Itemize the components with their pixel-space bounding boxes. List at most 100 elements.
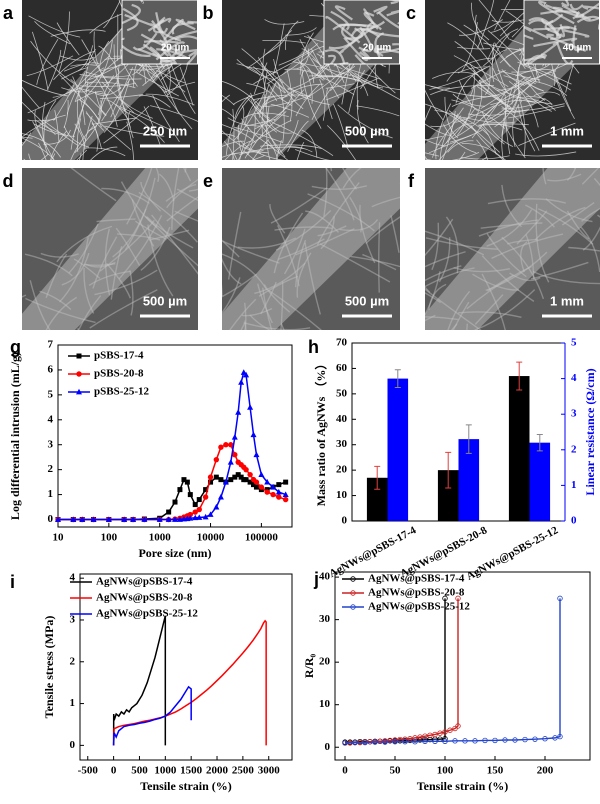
texture-stroke xyxy=(542,168,547,185)
texture-stroke xyxy=(38,142,47,160)
texture-stroke xyxy=(43,129,71,145)
x-tick-label: 2500 xyxy=(232,765,255,777)
marker xyxy=(350,590,356,596)
bar xyxy=(366,477,388,521)
texture-stroke xyxy=(568,246,600,252)
texture-stroke xyxy=(323,168,328,217)
texture-stroke xyxy=(54,109,60,144)
y2-tick-label: 1 xyxy=(571,479,577,491)
texture-stroke xyxy=(485,251,548,292)
texture-stroke xyxy=(160,86,193,130)
texture-stroke xyxy=(535,203,550,283)
texture-stroke xyxy=(366,21,400,38)
texture-stroke xyxy=(100,123,132,151)
texture-stroke xyxy=(82,115,93,160)
marker xyxy=(557,595,563,602)
marker xyxy=(213,474,219,480)
texture-stroke xyxy=(35,120,67,136)
texture-stroke xyxy=(0,336,1,370)
texture-stroke xyxy=(122,44,151,58)
texture-stroke xyxy=(83,267,95,314)
texture-stroke xyxy=(243,112,289,119)
texture-stroke xyxy=(264,19,305,25)
bar xyxy=(508,376,530,521)
texture-stroke xyxy=(99,219,155,272)
marker xyxy=(172,499,178,505)
legend-label: AgNWs@pSBS-20-8 xyxy=(96,592,193,604)
marker xyxy=(542,736,548,742)
texture-stroke xyxy=(166,178,198,209)
texture-stroke xyxy=(126,121,135,160)
bar xyxy=(437,470,459,521)
texture-stroke xyxy=(494,0,511,31)
texture-stroke xyxy=(547,173,582,182)
texture-stroke xyxy=(317,225,347,237)
texture-stroke xyxy=(293,61,315,84)
texture-stroke xyxy=(204,147,207,174)
marker xyxy=(382,739,388,745)
texture-stroke xyxy=(202,22,212,59)
texture-stroke xyxy=(511,63,550,73)
texture-stroke xyxy=(487,30,526,70)
texture-stroke xyxy=(277,82,285,144)
texture-stroke xyxy=(506,238,538,245)
marker xyxy=(412,735,418,741)
texture-stroke xyxy=(208,0,215,1)
marker xyxy=(512,737,518,743)
texture-stroke xyxy=(199,65,214,110)
x-tick-label: 10 xyxy=(53,532,65,544)
marker xyxy=(222,478,229,485)
texture-stroke xyxy=(222,151,269,158)
texture-stroke xyxy=(473,79,483,124)
texture-stroke xyxy=(576,15,600,24)
marker xyxy=(187,511,194,518)
texture-stroke xyxy=(476,139,489,160)
texture-stroke xyxy=(254,89,305,130)
texture-stroke xyxy=(275,209,332,251)
marker xyxy=(79,516,86,522)
marker xyxy=(243,466,249,473)
texture-stroke xyxy=(61,67,89,80)
y-tick-label: 3 xyxy=(48,438,54,450)
texture-stroke xyxy=(486,209,533,247)
y-tick-label: 5 xyxy=(48,388,54,400)
texture-stroke xyxy=(27,88,75,114)
texture-stroke xyxy=(151,214,198,275)
texture-stroke xyxy=(273,23,285,76)
y-tick-label: 30 xyxy=(336,438,348,450)
texture-stroke xyxy=(163,81,196,93)
texture-stroke xyxy=(425,292,442,304)
texture-stroke xyxy=(0,284,6,300)
texture-stroke xyxy=(42,119,78,146)
texture-stroke xyxy=(425,123,452,137)
texture-stroke xyxy=(239,140,264,152)
texture-stroke xyxy=(280,281,284,330)
texture-stroke xyxy=(61,87,90,93)
texture-stroke xyxy=(474,294,504,325)
panel-label: i xyxy=(10,572,15,592)
marker xyxy=(264,489,270,495)
texture-stroke xyxy=(29,280,51,330)
texture-stroke xyxy=(68,223,99,274)
bar xyxy=(458,439,480,521)
marker xyxy=(455,595,461,602)
texture-stroke xyxy=(468,109,529,116)
texture-stroke xyxy=(183,168,192,182)
texture-stroke xyxy=(469,63,503,103)
texture-stroke xyxy=(236,105,245,140)
texture-stroke xyxy=(0,89,19,139)
x-axis-label: Tensile strain (%) xyxy=(417,779,509,793)
panel-label: d xyxy=(3,171,14,191)
texture-stroke xyxy=(551,68,572,112)
texture-stroke xyxy=(104,228,111,296)
texture-stroke xyxy=(77,295,102,330)
x-tick-label: 100 xyxy=(437,765,454,777)
texture-stroke xyxy=(150,105,198,122)
texture-stroke xyxy=(425,237,498,250)
x-tick-label: 2000 xyxy=(206,765,229,777)
panel-label: j xyxy=(313,569,319,589)
texture-stroke xyxy=(301,129,318,158)
texture-stroke xyxy=(273,91,295,122)
texture-stroke xyxy=(0,111,7,120)
texture-stroke xyxy=(501,184,522,228)
